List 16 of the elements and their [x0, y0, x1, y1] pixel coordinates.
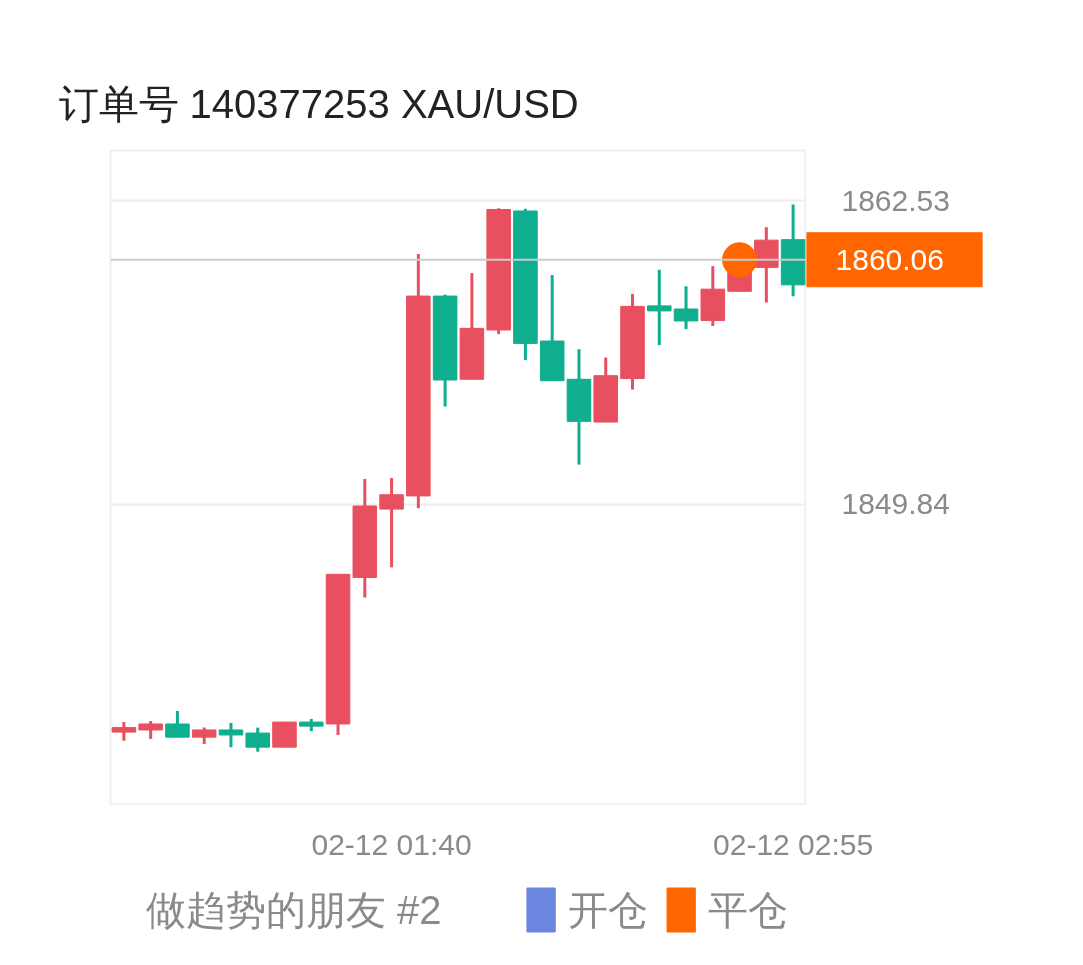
y-tick-label: 1849.84: [841, 487, 950, 521]
candlestick: [165, 711, 190, 739]
candlestick: [245, 727, 271, 752]
x-tick-label: 02-12 02:55: [713, 827, 874, 861]
legend-label: 开仓: [568, 888, 649, 932]
y-tick-label: 1862.53: [841, 183, 950, 217]
candlestick: [673, 286, 699, 331]
chart-title: 订单号 140377253 XAU/USD: [58, 81, 579, 126]
x-tick-label: 02-12 01:40: [311, 827, 472, 861]
candlestick: [218, 723, 244, 749]
ref-line-label: 1860.06: [835, 242, 944, 276]
candlestick: [111, 722, 137, 741]
text: 做趋势的朋友 #2: [145, 888, 442, 932]
candlestick: [379, 478, 404, 568]
candlestick: [646, 268, 672, 347]
legend-label: 平仓: [708, 888, 789, 932]
